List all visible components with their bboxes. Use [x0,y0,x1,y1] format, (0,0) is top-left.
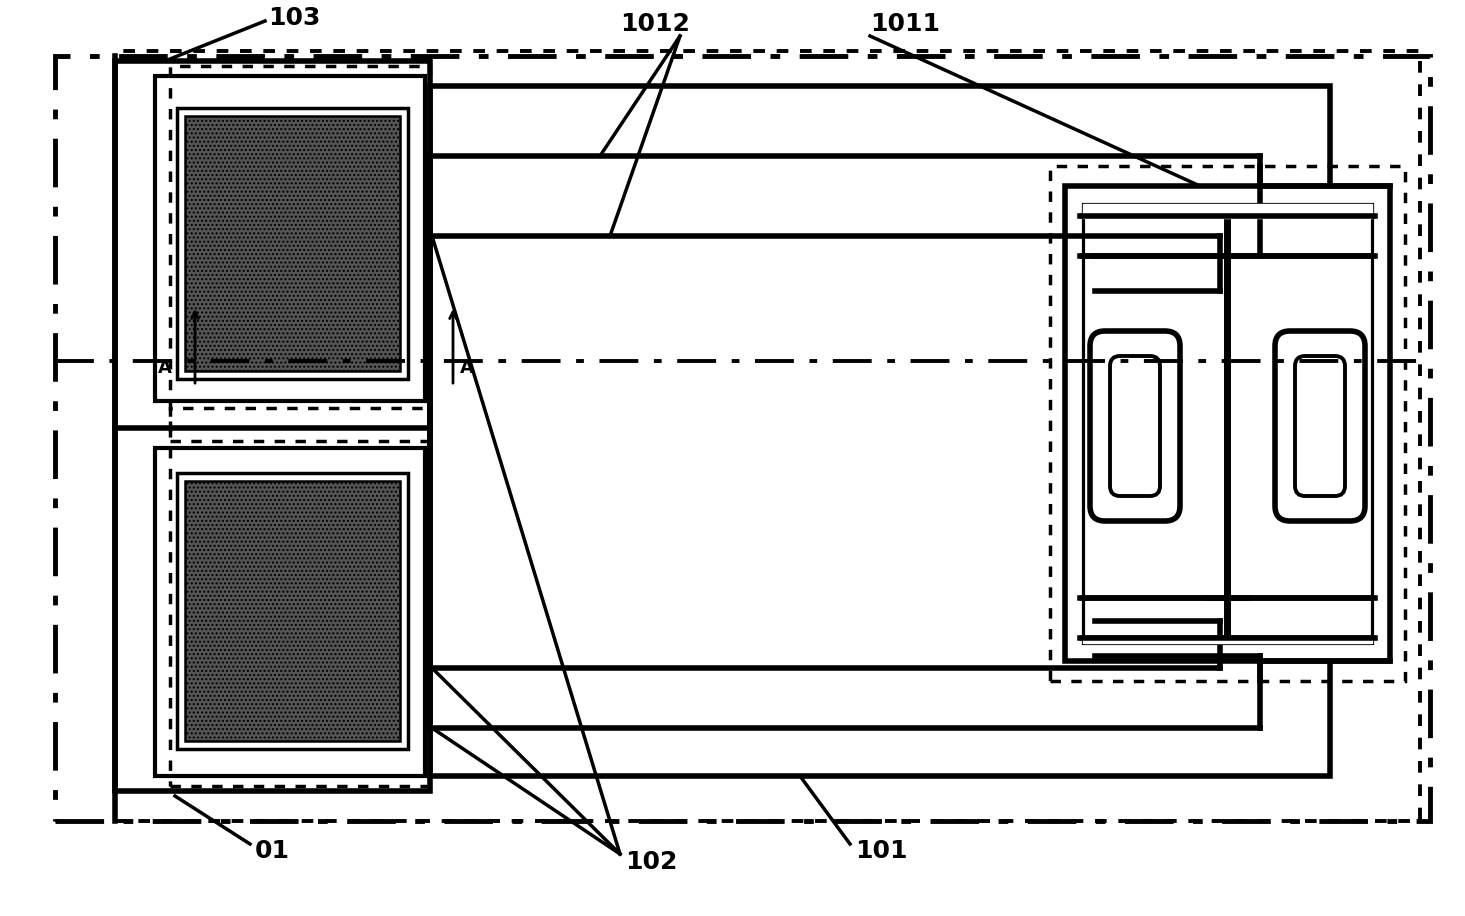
FancyBboxPatch shape [1090,331,1179,521]
Bar [177,473,407,749]
Bar [170,408,431,786]
Text: 103: 103 [268,6,321,30]
Bar [1065,186,1390,661]
Bar [155,76,425,401]
Bar [1083,204,1373,643]
Text: 102: 102 [626,850,677,874]
FancyBboxPatch shape [1295,356,1345,496]
Text: 1011: 1011 [870,12,941,36]
Bar [155,448,425,776]
FancyBboxPatch shape [1110,356,1160,496]
Text: 1012: 1012 [620,12,690,36]
FancyBboxPatch shape [1275,331,1365,521]
Bar [431,86,1330,776]
Bar [114,61,431,791]
Text: 01: 01 [255,839,290,863]
Polygon shape [1083,204,1373,218]
Text: 101: 101 [856,839,907,863]
Bar [114,51,1420,821]
Bar [177,108,407,379]
Bar [185,116,400,371]
Text: A: A [460,359,473,377]
Bar [1050,166,1405,681]
Bar [185,481,400,741]
Bar [56,56,1430,821]
Polygon shape [1083,636,1373,643]
Bar [170,66,431,441]
Text: A: A [158,359,171,377]
